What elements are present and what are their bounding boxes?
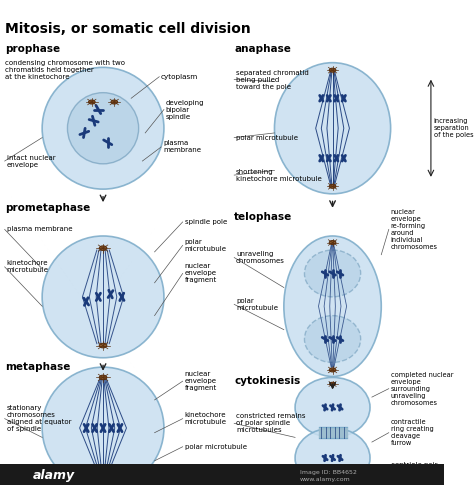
Ellipse shape <box>42 67 164 189</box>
Text: polar microtubule: polar microtubule <box>184 444 246 450</box>
Text: kinetochore
microtubule: kinetochore microtubule <box>184 412 227 425</box>
Ellipse shape <box>329 68 336 72</box>
Text: stationary
chromosomes
aligned at equator
of spindle: stationary chromosomes aligned at equato… <box>7 405 71 432</box>
Ellipse shape <box>42 236 164 358</box>
FancyBboxPatch shape <box>0 463 444 485</box>
Ellipse shape <box>295 428 370 488</box>
Ellipse shape <box>67 93 138 164</box>
Ellipse shape <box>89 100 95 104</box>
Text: alamy: alamy <box>33 469 75 482</box>
Ellipse shape <box>329 368 336 372</box>
Ellipse shape <box>99 375 107 380</box>
Text: constricted remains
of polar spindle
microtubules: constricted remains of polar spindle mic… <box>236 413 306 433</box>
Text: prophase: prophase <box>5 44 60 54</box>
Text: prometaphase: prometaphase <box>5 203 90 213</box>
Text: condensing chromosome with two
chromatids held together
at the kinetochore: condensing chromosome with two chromatid… <box>5 60 125 80</box>
Ellipse shape <box>99 246 107 250</box>
Text: separated chromatid
being pulled
toward the pole: separated chromatid being pulled toward … <box>236 70 309 90</box>
Text: shortening
kinetochore microtubule: shortening kinetochore microtubule <box>236 169 322 181</box>
Text: telophase: telophase <box>234 212 292 222</box>
Text: www.alamy.com: www.alamy.com <box>300 477 350 482</box>
Ellipse shape <box>329 240 336 244</box>
Text: anaphase: anaphase <box>234 44 291 54</box>
Ellipse shape <box>284 236 381 376</box>
Text: nuclear
envelope
fragment: nuclear envelope fragment <box>184 264 217 284</box>
Text: spindle pole: spindle pole <box>96 467 138 473</box>
Ellipse shape <box>99 343 107 348</box>
Ellipse shape <box>42 367 164 489</box>
Text: plasma membrane: plasma membrane <box>7 226 72 232</box>
Text: cytoplasm: cytoplasm <box>161 74 199 80</box>
Text: Mitosis, or somatic cell division: Mitosis, or somatic cell division <box>5 22 250 36</box>
Ellipse shape <box>304 250 361 297</box>
Ellipse shape <box>274 63 391 194</box>
Ellipse shape <box>330 382 336 386</box>
Text: cytokinesis: cytokinesis <box>234 376 301 386</box>
Text: completed nuclear
envelope
surrounding
unraveling
chromosomes: completed nuclear envelope surrounding u… <box>391 372 453 406</box>
Ellipse shape <box>111 100 118 104</box>
Text: intact nuclear
envelope: intact nuclear envelope <box>7 154 55 167</box>
Text: polar
microtubule: polar microtubule <box>184 239 227 252</box>
Text: kinetochore
microtubule: kinetochore microtubule <box>7 261 48 274</box>
Text: polar
microtubule: polar microtubule <box>236 298 278 311</box>
Ellipse shape <box>304 316 361 362</box>
Text: metaphase: metaphase <box>5 362 70 372</box>
Ellipse shape <box>330 480 336 483</box>
Text: centriole pair: centriole pair <box>391 462 437 468</box>
Text: spindle pole: spindle pole <box>184 219 227 225</box>
Text: increasing
separation
of the poles: increasing separation of the poles <box>434 118 474 138</box>
Text: plasma
membrane: plasma membrane <box>163 140 201 153</box>
Text: developing
bipolar
spindle: developing bipolar spindle <box>166 100 204 120</box>
Ellipse shape <box>99 476 107 481</box>
Text: Image ID: BB4652: Image ID: BB4652 <box>300 470 356 475</box>
Ellipse shape <box>329 184 336 188</box>
Text: nuclear
envelope
re-forming
around
individual
chromosomes: nuclear envelope re-forming around indiv… <box>391 209 438 250</box>
Text: contractile
ring creating
cleavage
furrow: contractile ring creating cleavage furro… <box>391 419 433 446</box>
Text: polar microtubule: polar microtubule <box>236 135 298 141</box>
Text: unraveling
chromosomes: unraveling chromosomes <box>236 251 285 264</box>
Text: nuclear
envelope
fragment: nuclear envelope fragment <box>184 371 217 391</box>
Ellipse shape <box>295 377 370 437</box>
